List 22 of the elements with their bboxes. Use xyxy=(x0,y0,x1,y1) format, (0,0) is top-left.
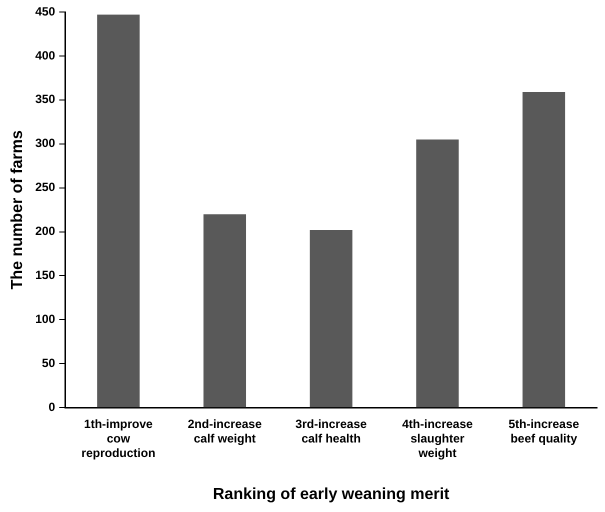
bar xyxy=(97,14,140,408)
bar xyxy=(522,92,566,408)
y-tick-label: 200 xyxy=(35,224,56,238)
y-tick-label: 0 xyxy=(48,400,56,414)
y-tick-label: 50 xyxy=(42,356,56,370)
bar xyxy=(310,230,352,408)
y-tick-label: 350 xyxy=(35,92,56,106)
y-tick-label: 300 xyxy=(35,136,56,150)
y-axis-title: The number of farms xyxy=(9,130,26,290)
x-tick-label: 3rd-increase calf health xyxy=(295,417,368,446)
y-tick-label: 150 xyxy=(35,268,56,282)
x-tick-label: 2nd-increase calf weight xyxy=(188,417,262,446)
y-tick-label: 450 xyxy=(35,4,56,18)
x-tick-label: 4th-increase slaughter weight xyxy=(402,417,474,460)
y-tick-label: 400 xyxy=(35,48,56,62)
x-tick-label: 1th-improve cow reproduction xyxy=(81,417,156,460)
bar xyxy=(203,214,246,408)
y-tick-label: 250 xyxy=(35,180,56,194)
y-tick-label: 100 xyxy=(35,312,56,326)
x-axis-title: Ranking of early weaning merit xyxy=(212,486,450,503)
x-tick-label: 5th-increase beef quality xyxy=(508,417,580,446)
bar xyxy=(416,139,459,408)
